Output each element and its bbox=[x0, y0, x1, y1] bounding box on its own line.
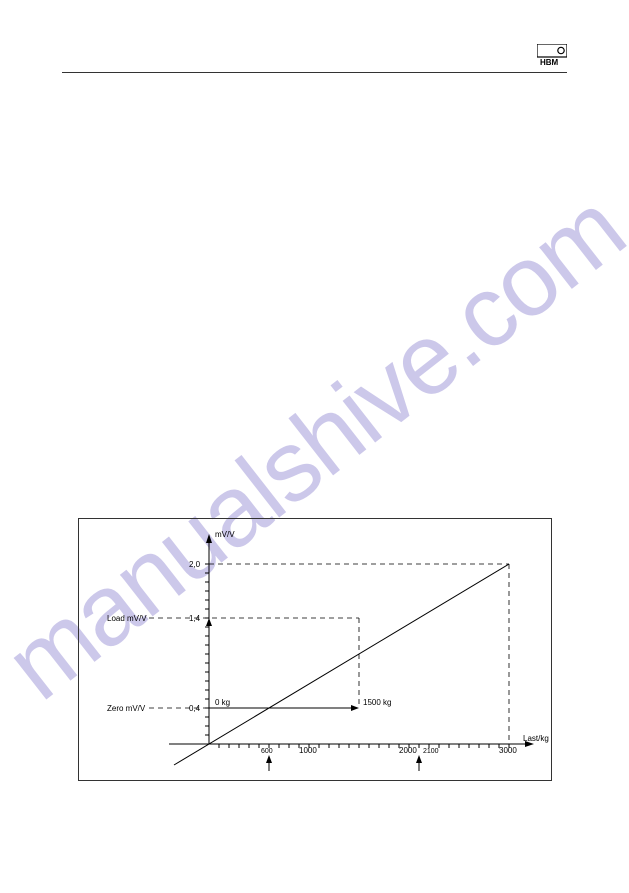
zero-label: Zero mV/V bbox=[107, 704, 146, 713]
point-label: 1500 kg bbox=[363, 698, 391, 707]
xtick-1000: 1000 bbox=[299, 746, 317, 755]
xtick-2100: 2100 bbox=[423, 748, 439, 755]
y-axis-label: mV/V bbox=[215, 530, 235, 539]
x-axis-label: Last/kg bbox=[523, 734, 549, 743]
origin-label: 0 kg bbox=[215, 698, 230, 707]
xtick-2000: 2000 bbox=[399, 746, 417, 755]
xtick-600: 600 bbox=[261, 748, 273, 755]
header-rule bbox=[62, 72, 567, 73]
ytick-2: 2,0 bbox=[189, 560, 201, 569]
xtick-3000: 3000 bbox=[499, 746, 517, 755]
calibration-chart: mV/V Last/kg 2,0 Load mV/V 1,4 Zero mV/V… bbox=[78, 518, 552, 781]
zero-value: 0,4 bbox=[189, 704, 201, 713]
hbm-logo: HBM bbox=[537, 44, 567, 66]
logo-text: HBM bbox=[540, 58, 559, 66]
load-label: Load mV/V bbox=[107, 614, 147, 623]
load-value: 1,4 bbox=[189, 614, 201, 623]
